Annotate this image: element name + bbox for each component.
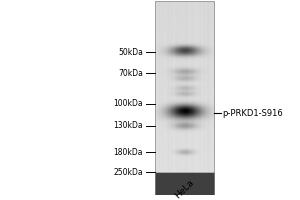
- Text: 250kDa: 250kDa: [113, 168, 143, 177]
- Bar: [154, 1, 214, 195]
- Text: HeLa: HeLa: [173, 178, 196, 200]
- Text: 50kDa: 50kDa: [118, 48, 143, 57]
- Text: 100kDa: 100kDa: [113, 99, 143, 108]
- Text: 70kDa: 70kDa: [118, 69, 143, 78]
- Text: p-PRKD1-S916: p-PRKD1-S916: [223, 109, 284, 118]
- Text: 130kDa: 130kDa: [113, 121, 143, 130]
- Text: 180kDa: 180kDa: [113, 148, 143, 157]
